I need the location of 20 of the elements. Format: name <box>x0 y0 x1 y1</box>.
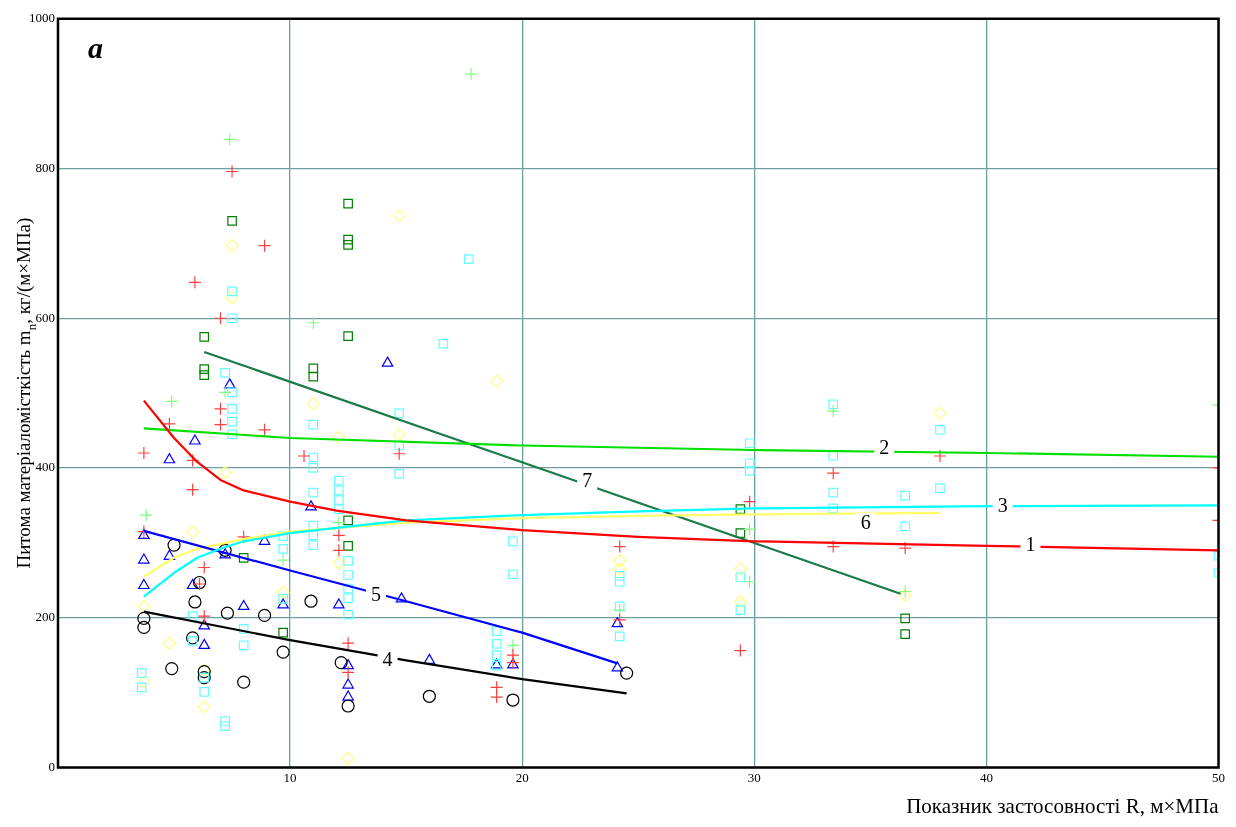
x-tick-label: 10 <box>283 769 297 785</box>
annotation: a <box>88 30 103 64</box>
y-tick-label: 1000 <box>29 10 55 26</box>
x-tick-label: 20 <box>515 769 529 785</box>
annotation: 3 <box>997 494 1008 517</box>
x-tick-label: 40 <box>979 769 993 785</box>
x-tick-label: 50 <box>1212 769 1225 785</box>
annotation: 6 <box>860 511 871 534</box>
y-tick-label: 600 <box>35 309 55 325</box>
x-tick-label: 30 <box>747 769 761 785</box>
annotation: 5 <box>370 583 381 606</box>
annotation: 4 <box>382 648 393 671</box>
x-axis-title: Показник застосовності R, м×МПа <box>906 794 1220 818</box>
annotation: 7 <box>582 468 593 491</box>
y-tick-label: 200 <box>35 609 55 625</box>
annotation: 1 <box>1025 533 1036 556</box>
y-tick-label: 400 <box>35 459 55 475</box>
y-tick-label: 800 <box>35 159 55 175</box>
annotation: 2 <box>879 435 890 458</box>
y-tick-label: 0 <box>48 758 55 774</box>
